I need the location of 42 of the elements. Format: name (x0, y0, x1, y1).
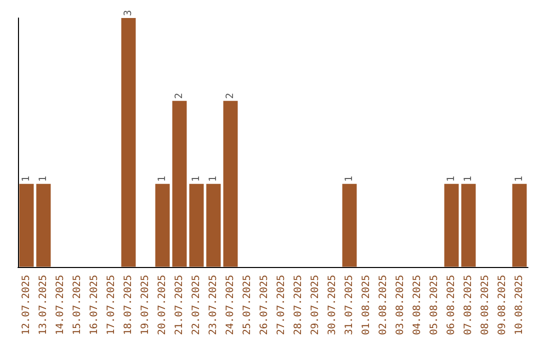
x-tick-label: 09.08.2025 (497, 274, 508, 336)
x-tick-label: 28.07.2025 (293, 274, 304, 336)
x-tick-label: 30.07.2025 (327, 274, 338, 336)
x-tick-label: 22.07.2025 (191, 274, 202, 336)
x-tick-label: 07.08.2025 (463, 274, 474, 336)
x-tick-label: 13.07.2025 (38, 274, 49, 336)
x-tick-label: 08.08.2025 (480, 274, 491, 336)
data-label: 1 (463, 176, 474, 182)
x-tick-label: 05.08.2025 (429, 274, 440, 336)
x-tick-label: 31.07.2025 (344, 274, 355, 336)
x-tick-label: 14.07.2025 (55, 274, 66, 336)
x-tick-label: 10.08.2025 (514, 274, 525, 336)
x-tick-label: 26.07.2025 (259, 274, 270, 336)
x-tick-label: 24.07.2025 (225, 274, 236, 336)
x-tick-label: 27.07.2025 (276, 274, 287, 336)
x-tick-label: 20.07.2025 (157, 274, 168, 336)
x-tick-label: 04.08.2025 (412, 274, 423, 336)
data-label: 1 (446, 176, 457, 182)
data-label: 1 (344, 176, 355, 182)
x-tick-label: 16.07.2025 (89, 274, 100, 336)
data-label: 2 (225, 92, 236, 99)
x-tick-label: 18.07.2025 (123, 274, 134, 336)
x-tick-label: 17.07.2025 (106, 274, 117, 336)
x-tick-label: 03.08.2025 (395, 274, 406, 336)
x-tick-label: 02.08.2025 (378, 274, 389, 336)
data-label: 1 (514, 176, 525, 182)
x-tick-label: 01.08.2025 (361, 274, 372, 336)
x-tick-label: 12.07.2025 (21, 274, 32, 336)
data-label: 1 (157, 176, 168, 182)
data-label: 1 (191, 176, 202, 182)
x-tick-label: 21.07.2025 (174, 274, 185, 336)
data-label: 1 (38, 176, 49, 182)
x-tick-label: 25.07.2025 (242, 274, 253, 336)
x-tick-label: 15.07.2025 (72, 274, 83, 336)
x-tick-label: 19.07.2025 (140, 274, 151, 336)
data-label: 1 (208, 176, 219, 182)
x-tick-label: 29.07.2025 (310, 274, 321, 336)
data-label: 1 (21, 176, 32, 182)
data-label: 3 (123, 10, 134, 16)
data-label: 2 (174, 92, 185, 99)
x-tick-label: 23.07.2025 (208, 274, 219, 336)
x-tick-label: 06.08.2025 (446, 274, 457, 336)
